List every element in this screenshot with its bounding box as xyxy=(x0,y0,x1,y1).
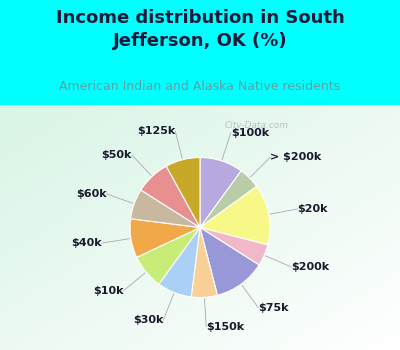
Text: $20k: $20k xyxy=(298,204,328,214)
Text: $30k: $30k xyxy=(133,315,164,325)
Wedge shape xyxy=(200,186,270,245)
Wedge shape xyxy=(200,228,259,295)
Wedge shape xyxy=(200,228,268,265)
Wedge shape xyxy=(191,228,218,298)
Text: $60k: $60k xyxy=(76,189,106,199)
Text: $125k: $125k xyxy=(137,126,175,136)
Wedge shape xyxy=(130,190,200,228)
Wedge shape xyxy=(200,171,257,228)
Text: $100k: $100k xyxy=(231,128,269,138)
Text: $40k: $40k xyxy=(71,238,102,248)
Text: $50k: $50k xyxy=(102,150,132,160)
Text: $10k: $10k xyxy=(93,286,124,296)
Wedge shape xyxy=(200,158,241,228)
Text: American Indian and Alaska Native residents: American Indian and Alaska Native reside… xyxy=(60,79,340,93)
Text: $200k: $200k xyxy=(291,262,329,272)
Text: > $200k: > $200k xyxy=(270,152,322,162)
Wedge shape xyxy=(130,219,200,257)
Wedge shape xyxy=(137,228,200,284)
Text: $150k: $150k xyxy=(206,322,244,332)
Text: City-Data.com: City-Data.com xyxy=(225,121,289,130)
Wedge shape xyxy=(141,166,200,228)
Text: Income distribution in South
Jefferson, OK (%): Income distribution in South Jefferson, … xyxy=(56,9,344,49)
Wedge shape xyxy=(159,228,200,297)
Wedge shape xyxy=(166,158,200,228)
Text: $75k: $75k xyxy=(258,303,289,313)
